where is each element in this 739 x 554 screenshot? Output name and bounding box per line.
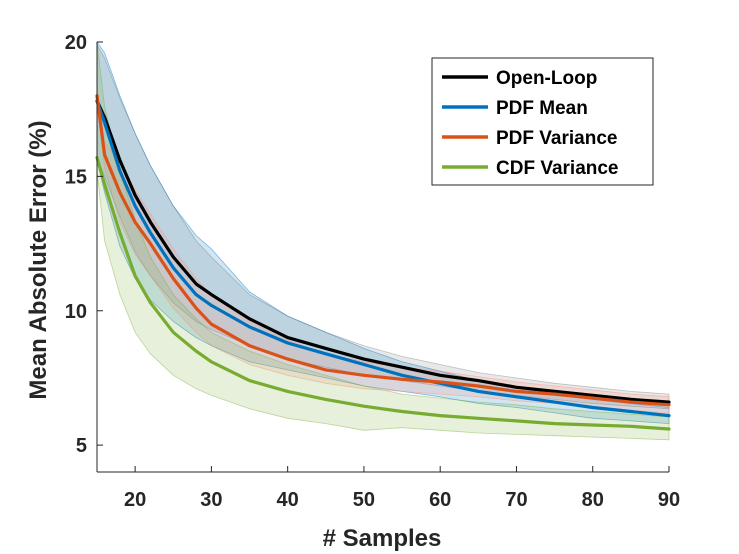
band-pdf-mean xyxy=(96,40,670,425)
y-tick-label: 20 xyxy=(65,32,87,54)
x-tick-label: 20 xyxy=(124,489,146,511)
legend-box xyxy=(431,57,654,186)
y-axis-title: Mean Absolute Error (%) xyxy=(25,120,52,399)
line-pdf-variance xyxy=(95,94,671,407)
series-lines xyxy=(95,94,671,431)
legend-label: Open-Loop xyxy=(496,68,597,89)
x-tick-label: 40 xyxy=(277,489,299,511)
y-tick-label: 10 xyxy=(65,301,87,323)
band-cdf-variance xyxy=(96,41,670,441)
y-tick-label: 5 xyxy=(76,435,87,457)
x-tick-label: 60 xyxy=(429,489,451,511)
line-cdf-variance xyxy=(95,156,671,431)
y-tick-label: 15 xyxy=(65,166,87,188)
legend-label: PDF Mean xyxy=(496,98,588,119)
x-tick-label: 30 xyxy=(200,489,222,511)
x-tick-label: 80 xyxy=(582,489,604,511)
x-tick-label: 90 xyxy=(658,489,680,511)
legend: Open-Loop PDF Mean PDF Variance CDF Varianc… xyxy=(431,57,654,186)
tick-labels: 20 30 40 50 60 70 80 90 5 10 15 20 xyxy=(65,32,680,511)
band-open-loop xyxy=(96,43,670,410)
x-axis-title: # Samples xyxy=(323,525,442,552)
legend-label: CDF Variance xyxy=(496,158,619,179)
legend-label: PDF Variance xyxy=(496,128,617,149)
axes xyxy=(96,41,670,473)
line-pdf-mean xyxy=(95,99,671,418)
x-tick-label: 70 xyxy=(505,489,527,511)
x-tick-label: 50 xyxy=(353,489,375,511)
line-open-loop xyxy=(95,99,671,404)
